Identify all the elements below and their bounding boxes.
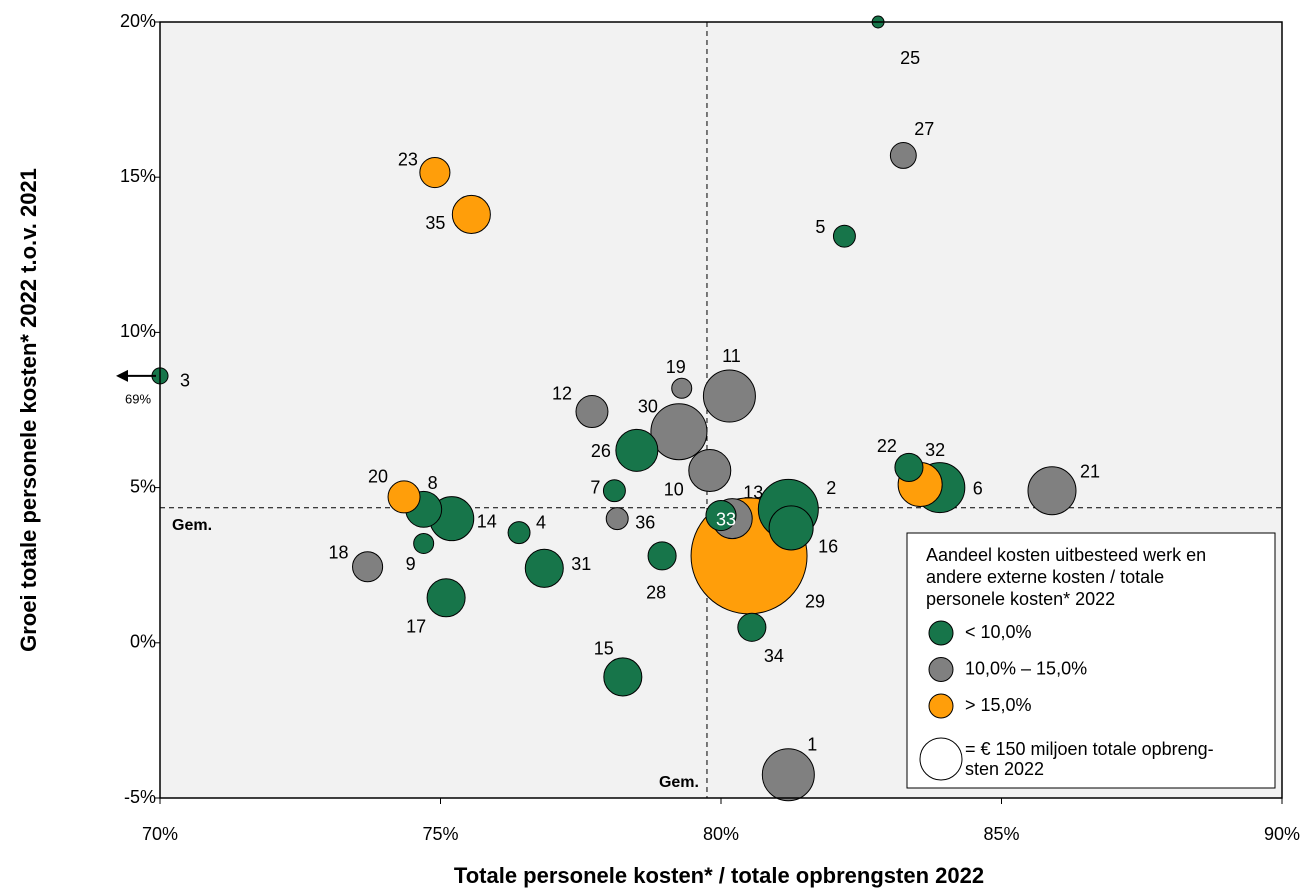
- bubble-label: 29: [805, 592, 825, 612]
- off-scale-arrowhead: [116, 369, 128, 382]
- legend-swatch: [928, 693, 954, 719]
- size-legend-label: = € 150 miljoen totale opbreng-: [965, 739, 1214, 759]
- y-tick-label: 0%: [130, 632, 156, 652]
- legend-label: > 15,0%: [965, 695, 1032, 715]
- bubble: [605, 507, 629, 531]
- bubble: [426, 578, 466, 618]
- x-axis-title: Totale personele kosten* / totale opbren…: [454, 863, 984, 888]
- bubble-label: 11: [722, 346, 741, 366]
- bubble: [451, 194, 491, 234]
- bubble: [761, 748, 815, 802]
- bubble: [387, 480, 421, 514]
- bubble-label: 15: [594, 639, 614, 659]
- x-tick-label: 80%: [703, 824, 739, 844]
- bubble-label: 18: [329, 543, 349, 563]
- legend-box: [906, 532, 1276, 789]
- bubble-label: 32: [925, 440, 945, 460]
- bubble-label: 10: [664, 479, 684, 499]
- y-tick-label: 5%: [130, 476, 156, 496]
- bubble: [832, 224, 856, 248]
- bubble: [413, 532, 435, 554]
- bubble: [889, 142, 917, 169]
- legend-title: personele kosten* 2022: [926, 589, 1115, 609]
- legend-swatch: [928, 620, 954, 646]
- legend-swatch: [928, 657, 954, 682]
- bubble-label: 6: [973, 478, 983, 498]
- y-tick-label: 20%: [120, 11, 156, 31]
- average-label: Gem.: [172, 517, 212, 534]
- bubble: [419, 156, 451, 189]
- bubble-label: 27: [914, 119, 934, 139]
- bubble-label: 16: [818, 537, 838, 557]
- bubble-label: 14: [477, 511, 497, 531]
- bubble-label: 1: [807, 734, 817, 754]
- bubble-label: 23: [398, 149, 418, 169]
- bubble-label: 19: [666, 357, 686, 377]
- bubble: [602, 479, 626, 503]
- bubble: [507, 521, 531, 545]
- bubble: [894, 452, 924, 482]
- bubble-label: 35: [425, 213, 445, 233]
- x-tick-label: 90%: [1264, 824, 1300, 844]
- bubble-label: 7: [590, 477, 600, 497]
- bubble: [647, 541, 677, 571]
- bubble: [352, 551, 384, 583]
- y-tick-label: 15%: [120, 166, 156, 186]
- bubble-label: 17: [406, 617, 426, 637]
- bubble-label: 2: [826, 478, 836, 498]
- bubble-label: 25: [900, 48, 920, 68]
- bubble: [768, 505, 814, 551]
- bubble: [1027, 466, 1077, 516]
- off-scale-label: 69%: [125, 391, 151, 406]
- bubble-label: 30: [638, 396, 658, 416]
- plot-layer: [151, 15, 1282, 802]
- bubble-label: 22: [877, 436, 897, 456]
- bubble: [737, 612, 767, 642]
- bubble-label: 36: [635, 512, 655, 532]
- bubble-label: 5: [815, 217, 825, 237]
- y-tick-label: 10%: [120, 321, 156, 341]
- bubble: [603, 657, 643, 697]
- bubble-label: 31: [571, 554, 591, 574]
- bubble: [702, 369, 756, 423]
- bubble-label: 12: [552, 383, 572, 403]
- bubble-label: 4: [536, 512, 546, 532]
- legend-label: 10,0% – 15,0%: [965, 658, 1087, 678]
- bubble: [705, 499, 737, 532]
- bubble-label: 13: [743, 482, 763, 502]
- bubble: [524, 548, 564, 588]
- size-legend-bubble: [919, 737, 963, 781]
- bubble-label: 21: [1080, 461, 1100, 481]
- bubble: [650, 403, 708, 461]
- bubble: [615, 428, 659, 472]
- bubble-label: 34: [764, 646, 784, 666]
- x-tick-label: 85%: [983, 824, 1019, 844]
- bubble-label: 3: [180, 371, 190, 391]
- x-tick-label: 70%: [142, 824, 178, 844]
- bubble: [671, 377, 693, 399]
- y-tick-label: -5%: [124, 787, 156, 807]
- legend: Aandeel kosten uitbesteed werk enandere …: [906, 532, 1276, 789]
- average-label: Gem.: [659, 774, 699, 791]
- bubble-label: 8: [428, 473, 438, 493]
- bubble-label: 33: [716, 509, 736, 529]
- bubble-label: 9: [406, 554, 416, 574]
- bubble: [688, 449, 732, 493]
- bubble: [575, 395, 609, 429]
- y-axis-title: Groei totale personele kosten* 2022 t.o.…: [16, 168, 41, 652]
- x-tick-label: 75%: [422, 824, 458, 844]
- bubble-label: 20: [368, 467, 388, 487]
- legend-title: andere externe kosten / totale: [926, 567, 1164, 587]
- bubble-label: 28: [646, 583, 666, 603]
- legend-title: Aandeel kosten uitbesteed werk en: [926, 545, 1206, 565]
- bubble-label: 26: [591, 441, 611, 461]
- legend-label: < 10,0%: [965, 622, 1032, 642]
- size-legend-label: sten 2022: [965, 759, 1044, 779]
